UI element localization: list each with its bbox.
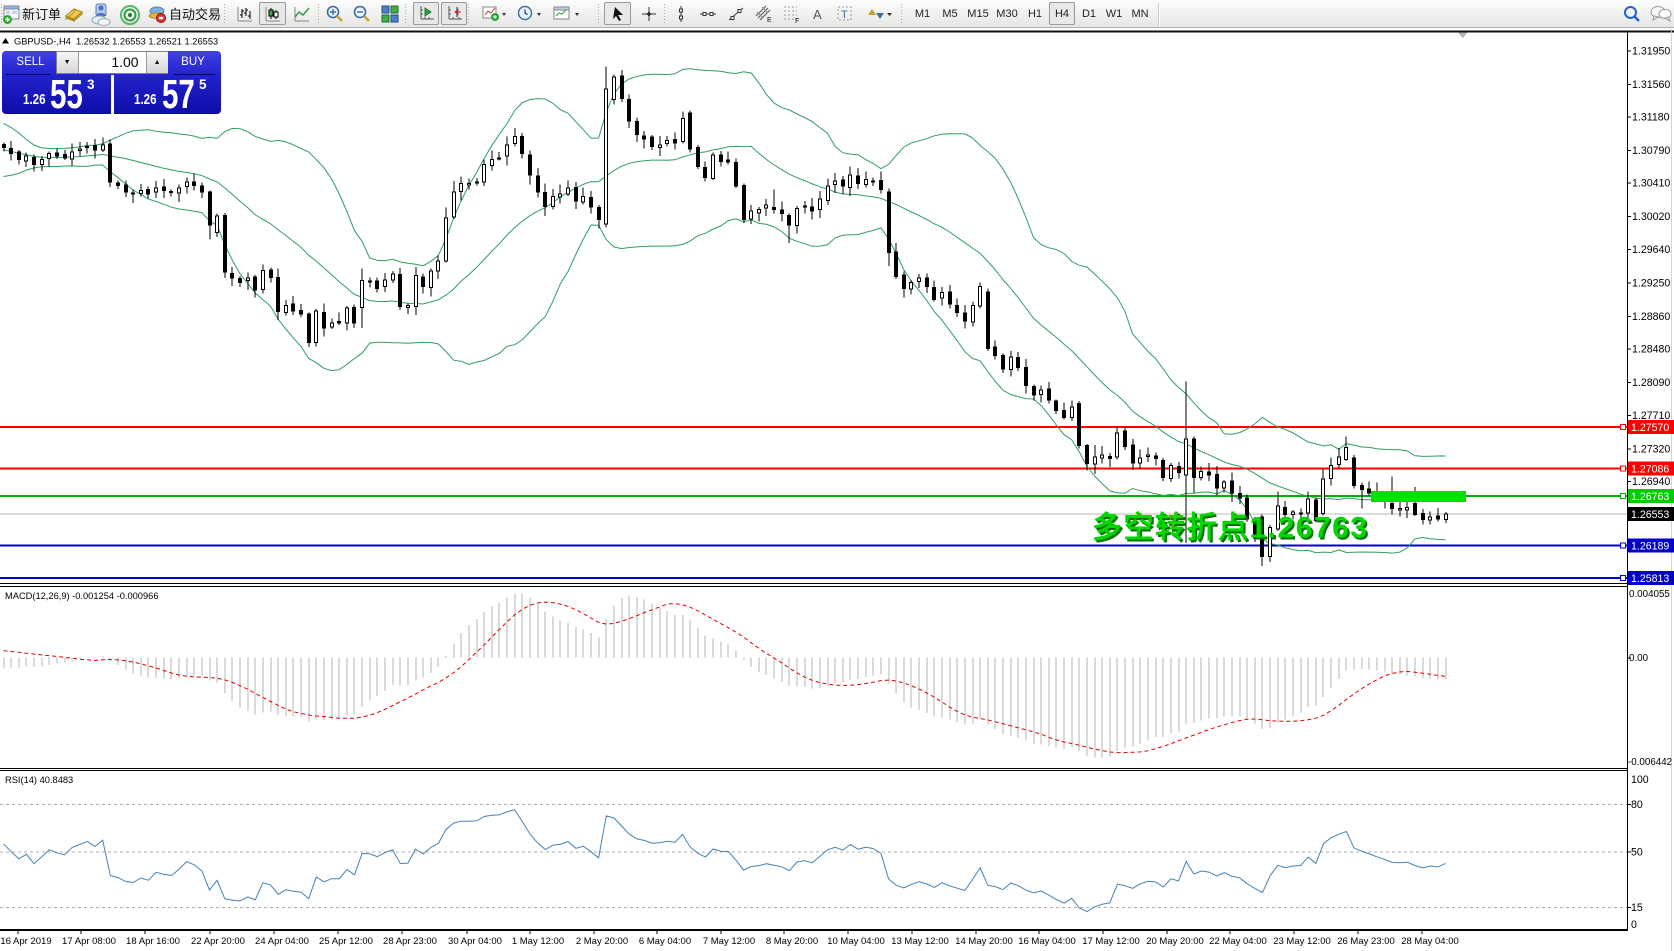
svg-text:1.26763: 1.26763 xyxy=(1631,491,1669,503)
svg-text:17 May 12:00: 17 May 12:00 xyxy=(1082,936,1140,947)
svg-text:20 May 20:00: 20 May 20:00 xyxy=(1146,936,1204,947)
svg-text:24 Apr 04:00: 24 Apr 04:00 xyxy=(255,936,309,947)
svg-text:多空转折点1.26763: 多空转折点1.26763 xyxy=(1092,512,1368,545)
svg-text:GBPUSD-,H4 1.26532 1.26553 1.: GBPUSD-,H4 1.26532 1.26553 1.26521 1.265… xyxy=(14,37,218,47)
svg-text:0.004055: 0.004055 xyxy=(1629,589,1670,600)
svg-text:28 Apr 23:00: 28 Apr 23:00 xyxy=(383,936,437,947)
svg-text:1.30020: 1.30020 xyxy=(1632,211,1670,223)
svg-text:MACD(12,26,9) -0.001254 -0.000: MACD(12,26,9) -0.001254 -0.000966 xyxy=(5,591,159,601)
svg-text:2 May 20:00: 2 May 20:00 xyxy=(576,936,628,947)
svg-text:23 May 12:00: 23 May 12:00 xyxy=(1273,936,1331,947)
svg-text:A: A xyxy=(813,7,822,22)
svg-text:0.00: 0.00 xyxy=(1629,653,1649,664)
svg-text:1.27710: 1.27710 xyxy=(1632,410,1670,422)
svg-text:1.30410: 1.30410 xyxy=(1632,178,1670,190)
svg-text:1.29640: 1.29640 xyxy=(1632,244,1670,256)
svg-text:50: 50 xyxy=(1631,846,1643,858)
svg-text:7 May 12:00: 7 May 12:00 xyxy=(703,936,755,947)
svg-text:25 Apr 12:00: 25 Apr 12:00 xyxy=(319,936,373,947)
svg-text:1.25813: 1.25813 xyxy=(1631,573,1669,585)
svg-text:28 May 04:00: 28 May 04:00 xyxy=(1401,936,1459,947)
svg-text:30 Apr 04:00: 30 Apr 04:00 xyxy=(448,936,502,947)
svg-text:1.31180: 1.31180 xyxy=(1632,112,1670,124)
svg-text:26 May 23:00: 26 May 23:00 xyxy=(1337,936,1395,947)
svg-text:10 May 04:00: 10 May 04:00 xyxy=(827,936,885,947)
svg-text:1.29250: 1.29250 xyxy=(1632,277,1670,289)
svg-text:0: 0 xyxy=(1631,919,1637,931)
svg-text:22 Apr 20:00: 22 Apr 20:00 xyxy=(191,936,245,947)
svg-text:1.27320: 1.27320 xyxy=(1632,443,1670,455)
svg-text:1.27086: 1.27086 xyxy=(1631,463,1669,475)
svg-text:18 Apr 16:00: 18 Apr 16:00 xyxy=(126,936,180,947)
svg-text:1.31950: 1.31950 xyxy=(1632,45,1670,57)
svg-text:E: E xyxy=(767,17,772,24)
svg-text:14 May 20:00: 14 May 20:00 xyxy=(955,936,1013,947)
svg-text:1.26553: 1.26553 xyxy=(1631,509,1669,521)
svg-text:T: T xyxy=(841,9,848,21)
svg-text:1.31560: 1.31560 xyxy=(1632,79,1670,91)
svg-text:22 May 04:00: 22 May 04:00 xyxy=(1209,936,1267,947)
svg-text:6 May 04:00: 6 May 04:00 xyxy=(639,936,691,947)
svg-text:100: 100 xyxy=(1631,774,1649,786)
svg-text:-0.006442: -0.006442 xyxy=(1628,757,1672,768)
svg-text:1.30790: 1.30790 xyxy=(1632,145,1670,157)
svg-text:F: F xyxy=(795,18,799,24)
svg-text:17 Apr 08:00: 17 Apr 08:00 xyxy=(62,936,116,947)
svg-text:8 May 20:00: 8 May 20:00 xyxy=(766,936,818,947)
svg-text:1.26189: 1.26189 xyxy=(1631,541,1669,553)
svg-text:RSI(14) 40.8483: RSI(14) 40.8483 xyxy=(5,775,73,785)
svg-text:16 May 04:00: 16 May 04:00 xyxy=(1018,936,1076,947)
svg-text:1.26940: 1.26940 xyxy=(1632,476,1670,488)
svg-text:1.28480: 1.28480 xyxy=(1632,344,1670,356)
svg-text:16 Apr 2019: 16 Apr 2019 xyxy=(0,936,51,947)
svg-text:1.28090: 1.28090 xyxy=(1632,377,1670,389)
svg-text:1.28860: 1.28860 xyxy=(1632,311,1670,323)
svg-text:15: 15 xyxy=(1631,902,1643,914)
svg-text:13 May 12:00: 13 May 12:00 xyxy=(891,936,949,947)
svg-text:1.27570: 1.27570 xyxy=(1631,422,1669,434)
svg-text:1 May 12:00: 1 May 12:00 xyxy=(512,936,564,947)
svg-text:80: 80 xyxy=(1631,799,1643,811)
